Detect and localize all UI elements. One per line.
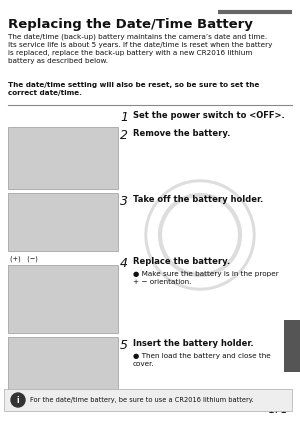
Circle shape <box>148 183 252 287</box>
Text: Replacing the Date/Time Battery: Replacing the Date/Time Battery <box>8 18 253 31</box>
Text: (+)   (−): (+) (−) <box>10 255 38 261</box>
Bar <box>4 389 292 411</box>
Text: Take off the battery holder.: Take off the battery holder. <box>133 195 263 204</box>
Text: Replace the battery.: Replace the battery. <box>133 257 230 266</box>
Bar <box>8 337 118 399</box>
Bar <box>8 265 118 333</box>
Circle shape <box>145 180 255 290</box>
Bar <box>8 193 118 251</box>
Text: The date/time setting will also be reset, so be sure to set the
correct date/tim: The date/time setting will also be reset… <box>8 82 260 96</box>
Text: Remove the battery.: Remove the battery. <box>133 129 230 138</box>
Text: 4: 4 <box>120 257 128 270</box>
Text: Insert the battery holder.: Insert the battery holder. <box>133 339 254 348</box>
Text: 1: 1 <box>120 111 128 124</box>
Text: 5: 5 <box>120 339 128 352</box>
Text: ● Make sure the battery is in the proper
+ − orientation.: ● Make sure the battery is in the proper… <box>133 271 279 285</box>
Text: 3: 3 <box>120 195 128 208</box>
Text: i: i <box>17 396 19 405</box>
Text: The date/time (back-up) battery maintains the camera’s date and time.
Its servic: The date/time (back-up) battery maintain… <box>8 34 272 64</box>
Text: ● Then load the battery and close the
cover.: ● Then load the battery and close the co… <box>133 353 271 366</box>
Text: 171: 171 <box>268 405 288 415</box>
Text: For the date/time battery, be sure to use a CR2016 lithium battery.: For the date/time battery, be sure to us… <box>30 397 254 403</box>
Bar <box>284 320 300 372</box>
Text: 2: 2 <box>120 129 128 142</box>
Bar <box>8 127 118 189</box>
Text: Set the power switch to <OFF>.: Set the power switch to <OFF>. <box>133 111 285 120</box>
Circle shape <box>11 393 25 407</box>
